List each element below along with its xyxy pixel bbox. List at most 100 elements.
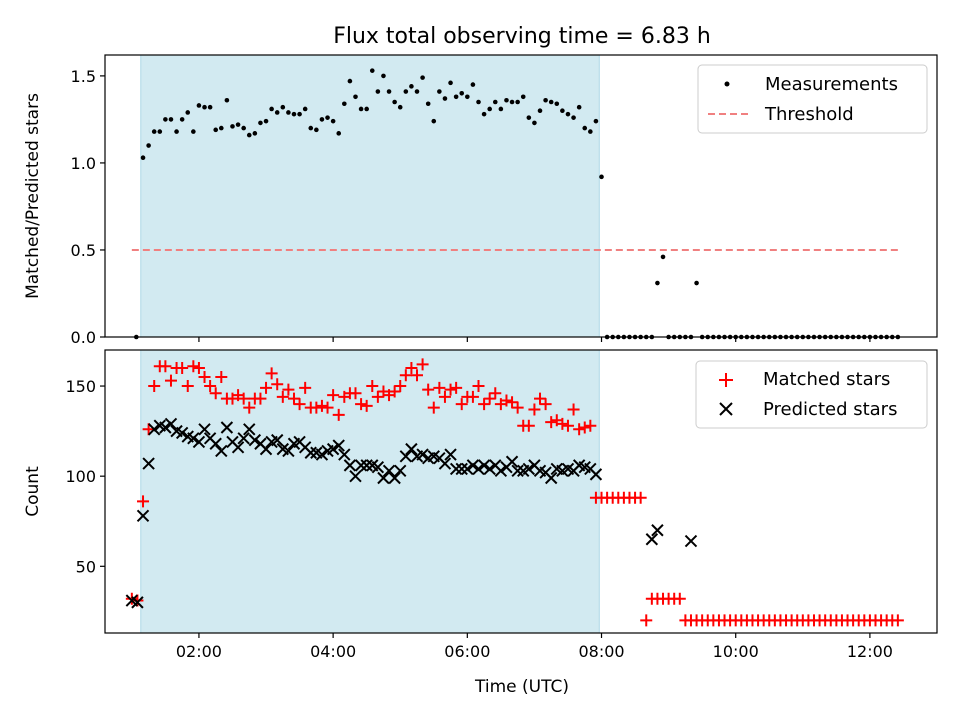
matched-stars-point — [573, 423, 586, 436]
predicted-stars-point — [198, 423, 211, 436]
measurements-point — [593, 118, 599, 124]
measurements-point — [179, 117, 185, 122]
measurements-point — [392, 99, 397, 105]
top-legend: Measurements Threshold — [697, 64, 928, 134]
matched-stars-point — [142, 423, 155, 436]
matched-stars-point — [276, 390, 289, 403]
matched-stars-point — [181, 380, 194, 393]
matched-stars-point — [388, 385, 401, 398]
y-tick-label: 50 — [76, 557, 96, 576]
matched-stars-point — [137, 495, 150, 508]
legend-matched-marker — [719, 373, 733, 387]
matched-stars-point — [489, 387, 502, 400]
predicted-stars-point — [589, 468, 603, 481]
measurements-point — [347, 78, 353, 84]
measurements-point — [291, 111, 297, 117]
predicted-stars-point — [159, 421, 172, 434]
measurements-point — [548, 99, 554, 105]
matched-stars-point — [405, 362, 418, 375]
matched-stars-point — [438, 390, 451, 403]
measurements-point — [453, 94, 459, 100]
matched-stars-point — [500, 394, 513, 407]
predicted-stars-point — [472, 462, 485, 476]
matched-stars-point — [567, 403, 580, 416]
measurements-point — [386, 89, 392, 94]
matched-stars-point — [131, 594, 144, 607]
bottom-series — [125, 358, 904, 627]
measurements-point — [364, 106, 369, 112]
observing-window-shade — [140, 54, 600, 338]
measurements-point — [459, 90, 465, 96]
x-tick-label: 06:00 — [444, 642, 490, 661]
matched-stars-point — [287, 392, 300, 405]
matched-stars-point — [545, 416, 558, 429]
matched-stars-point — [539, 398, 552, 411]
predicted-stars-point — [215, 444, 228, 458]
measurements-point — [246, 132, 252, 138]
measurements-point — [263, 118, 269, 124]
measurements-point — [252, 131, 258, 136]
matched-stars-point — [640, 614, 653, 627]
matched-stars-point — [209, 387, 222, 400]
measurements-point — [576, 104, 582, 110]
measurements-point — [224, 97, 230, 103]
matched-stars-point — [556, 417, 569, 430]
predicted-stars-point — [388, 471, 401, 485]
measurements-point — [437, 89, 442, 94]
measurements-point — [185, 110, 191, 115]
y-tick-label: 100 — [65, 467, 96, 486]
measurements-point — [191, 129, 196, 134]
predicted-stars-point — [164, 417, 178, 431]
matched-stars-point — [506, 396, 519, 409]
matched-stars-point — [332, 408, 345, 421]
matched-stars-point — [355, 398, 368, 411]
measurements-point — [465, 94, 470, 100]
legend-predicted-marker — [719, 402, 733, 416]
predicted-stars-point — [438, 457, 452, 470]
measurements-point — [174, 129, 179, 134]
predicted-stars-point — [394, 464, 407, 477]
measurements-point — [241, 125, 246, 131]
legend-predicted-label: Predicted stars — [763, 399, 897, 420]
measurements-point — [554, 101, 560, 107]
predicted-stars-point — [315, 448, 329, 461]
measurements-point — [213, 127, 219, 133]
matched-stars-point — [534, 392, 547, 405]
top-y-ticks: 0.0 0.5 1.0 1.5 — [71, 67, 105, 347]
matched-stars-point — [321, 401, 334, 414]
measurements-point — [358, 106, 364, 112]
measurements-point — [230, 124, 235, 129]
measurements-point — [425, 101, 431, 107]
measurements-point — [420, 75, 425, 80]
measurements-point — [487, 106, 492, 112]
measurements-point — [476, 99, 481, 105]
matched-stars-point — [260, 381, 273, 394]
x-tick-label: 12:00 — [847, 642, 893, 661]
legend-threshold-label: Threshold — [764, 104, 854, 125]
measurements-point — [314, 127, 319, 133]
matched-stars-point — [198, 371, 211, 384]
bottom-axes-frame — [104, 349, 938, 634]
measurements-point — [660, 254, 666, 260]
matched-stars-point — [416, 358, 429, 371]
top-y-axis-label: Matched/Predicted stars — [23, 93, 43, 299]
measurements-point — [582, 125, 588, 131]
predicted-stars-point — [142, 457, 155, 470]
matched-stars-point — [399, 369, 412, 382]
matched-stars-point — [411, 369, 423, 382]
measurements-point — [560, 108, 565, 114]
measurements-point — [207, 104, 213, 110]
bottom-legend: Matched stars Predicted stars — [695, 360, 928, 429]
measurements-point — [235, 122, 241, 127]
bottom-legend-box — [695, 360, 928, 429]
measurements-point — [565, 111, 571, 117]
matched-stars-point — [433, 381, 446, 394]
predicted-stars-point — [326, 442, 340, 456]
measurements-point — [297, 111, 302, 117]
predicted-stars-point — [444, 448, 457, 461]
predicted-stars-point — [237, 432, 250, 445]
predicted-stars-point — [192, 435, 206, 449]
predicted-stars-point — [175, 426, 189, 440]
matched-stars-point — [528, 403, 541, 416]
